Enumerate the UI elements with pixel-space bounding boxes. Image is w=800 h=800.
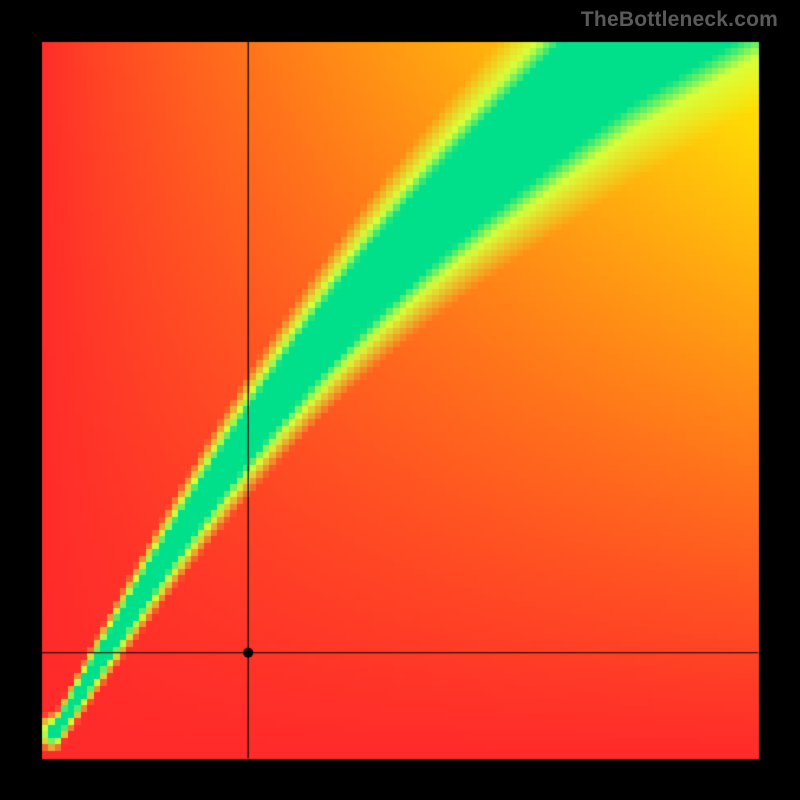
chart-container: TheBottleneck.com xyxy=(0,0,800,800)
heatmap-canvas xyxy=(0,0,800,800)
attribution-label: TheBottleneck.com xyxy=(581,8,778,32)
